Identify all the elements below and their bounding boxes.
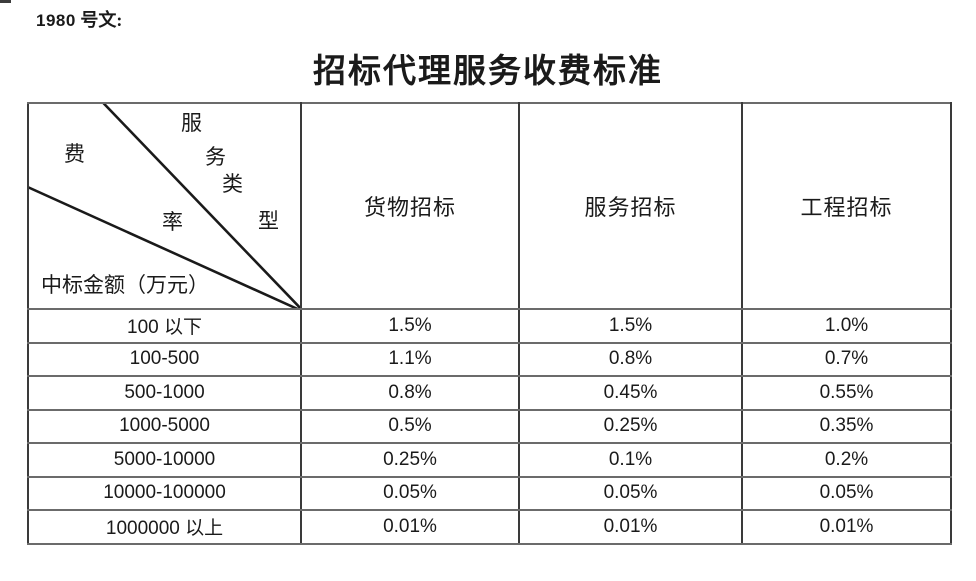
rate-cell: 0.05% [300, 475, 520, 511]
corner-fee-rate-char: 费 [64, 142, 85, 166]
doc-reference-suffix: 号文: [75, 10, 123, 30]
fee-standard-table: 服 务 类 型 费 率 中标金额（万元） 货物招标 服务招标 工程招标 100 … [27, 102, 952, 545]
column-header-goods: 货物招标 [300, 102, 520, 310]
rate-cell: 0.7% [741, 341, 952, 377]
rate-cell: 0.35% [741, 408, 952, 444]
amount-range-cell: 1000-5000 [27, 408, 302, 444]
rate-cell: 0.01% [300, 509, 520, 545]
rate-cell: 0.2% [741, 442, 952, 478]
rate-cell: 0.55% [741, 375, 952, 411]
rate-cell: 0.45% [518, 375, 743, 411]
table-row: 5000-10000 0.25% 0.1% 0.2% [27, 442, 952, 478]
rate-cell: 0.8% [300, 375, 520, 411]
rate-cell: 1.0% [741, 308, 952, 344]
rate-cell: 0.8% [518, 341, 743, 377]
corner-service-type-char: 服 [181, 111, 202, 135]
rate-cell: 0.05% [741, 475, 952, 511]
corner-fee-rate-char: 率 [162, 210, 183, 234]
rate-cell: 0.1% [518, 442, 743, 478]
amount-range-cell: 500-1000 [27, 375, 302, 411]
table-row: 500-1000 0.8% 0.45% 0.55% [27, 375, 952, 411]
table-header-row: 服 务 类 型 费 率 中标金额（万元） 货物招标 服务招标 工程招标 [27, 102, 952, 310]
table-row: 100 以下 1.5% 1.5% 1.0% [27, 308, 952, 344]
screen-edge-artifact [0, 0, 11, 3]
rate-cell: 1.1% [300, 341, 520, 377]
rate-cell: 0.25% [300, 442, 520, 478]
column-header-engineering: 工程招标 [741, 102, 952, 310]
amount-range-cell: 10000-100000 [27, 475, 302, 511]
page-title: 招标代理服务收费标准 [313, 54, 663, 90]
amount-range-cell: 1000000 以上 [27, 509, 302, 545]
table-row: 1000000 以上 0.01% 0.01% 0.01% [27, 509, 952, 545]
table-row: 10000-100000 0.05% 0.05% 0.05% [27, 475, 952, 511]
rate-cell: 1.5% [300, 308, 520, 344]
corner-service-type-char: 务 [205, 145, 226, 169]
amount-range-cell: 100 以下 [27, 308, 302, 344]
rate-cell: 0.25% [518, 408, 743, 444]
rate-cell: 0.01% [518, 509, 743, 545]
amount-range-cell: 100-500 [27, 341, 302, 377]
corner-service-type-char: 类 [222, 172, 243, 196]
table-row: 100-500 1.1% 0.8% 0.7% [27, 341, 952, 377]
rate-cell: 0.05% [518, 475, 743, 511]
rate-cell: 0.01% [741, 509, 952, 545]
table-corner-cell: 服 务 类 型 费 率 中标金额（万元） [27, 102, 302, 310]
rate-cell: 1.5% [518, 308, 743, 344]
diagonal-divider-lines [30, 105, 299, 307]
doc-reference-number: 1980 [36, 11, 76, 30]
table-row: 1000-5000 0.5% 0.25% 0.35% [27, 408, 952, 444]
column-header-service: 服务招标 [518, 102, 743, 310]
rate-cell: 0.5% [300, 408, 520, 444]
amount-range-cell: 5000-10000 [27, 442, 302, 478]
corner-amount-label: 中标金额（万元） [41, 273, 209, 297]
doc-reference: 1980 号文: [36, 6, 122, 32]
corner-service-type-char: 型 [258, 209, 279, 233]
